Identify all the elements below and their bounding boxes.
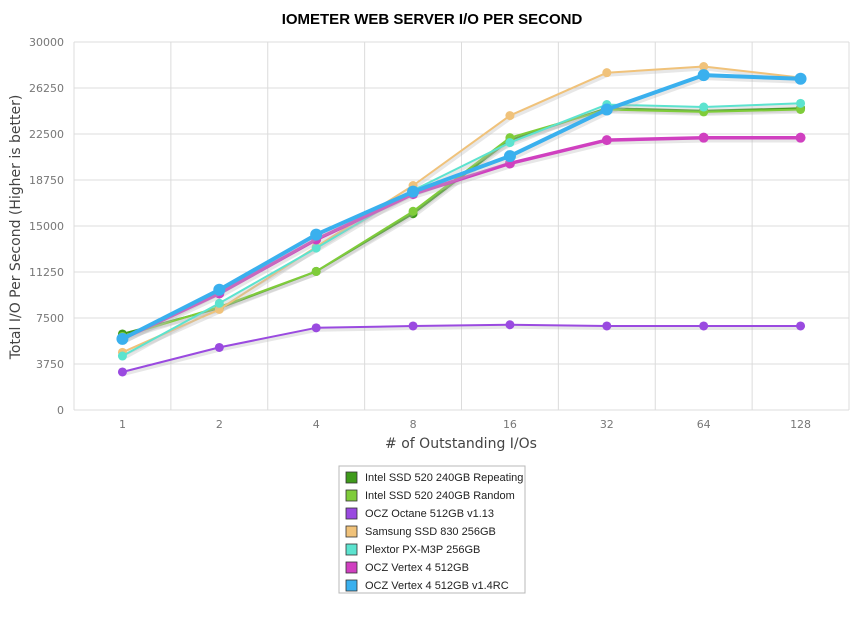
- data-point: [505, 111, 515, 121]
- data-point: [697, 69, 710, 82]
- x-tick-label: 16: [503, 418, 517, 431]
- x-tick-label: 8: [410, 418, 417, 431]
- legend-swatch: [345, 579, 358, 592]
- series-line: [122, 323, 801, 373]
- y-tick-label: 0: [57, 404, 64, 417]
- legend-swatch: [345, 561, 358, 574]
- data-point: [311, 243, 321, 253]
- chart-title: IOMETER WEB SERVER I/O PER SECOND: [282, 11, 583, 28]
- data-point: [794, 72, 807, 85]
- y-tick-label: 26250: [29, 82, 64, 95]
- data-point: [407, 185, 420, 198]
- data-point: [117, 367, 127, 377]
- x-tick-label: 128: [790, 418, 811, 431]
- legend-label: Intel SSD 520 240GB Repeating: [365, 472, 523, 484]
- data-point: [698, 132, 709, 143]
- x-tick-label: 4: [313, 418, 320, 431]
- series-6: [116, 69, 807, 345]
- data-point: [214, 298, 224, 308]
- legend-swatch: [345, 543, 358, 556]
- y-tick-label: 22500: [29, 128, 64, 141]
- data-point: [503, 150, 516, 163]
- y-tick-label: 11250: [29, 266, 64, 279]
- legend-label: Samsung SSD 830 256GB: [365, 526, 496, 538]
- series-line: [121, 65, 801, 354]
- legend-label: Plextor PX-M3P 256GB: [365, 544, 480, 556]
- series-group: [116, 62, 807, 377]
- legend-swatch: [345, 489, 358, 502]
- data-point: [214, 342, 224, 352]
- data-point: [796, 321, 806, 331]
- x-axis-title: # of Outstanding I/Os: [385, 436, 537, 452]
- data-point: [602, 321, 612, 331]
- legend-label: Intel SSD 520 240GB Random: [365, 490, 515, 502]
- data-point: [213, 283, 226, 296]
- data-point: [408, 321, 418, 331]
- series-line: [121, 102, 801, 357]
- data-point: [795, 132, 806, 143]
- legend-swatch: [345, 525, 358, 538]
- data-point: [699, 321, 709, 331]
- data-point: [796, 98, 806, 108]
- y-tick-label: 3750: [36, 358, 64, 371]
- series-line: [121, 73, 801, 341]
- x-tick-label: 1: [119, 418, 126, 431]
- x-tick-label: 32: [600, 418, 614, 431]
- series-2: [117, 320, 806, 377]
- legend-label: OCZ Vertex 4 512GB v1.4RC: [365, 580, 509, 592]
- series-line-shadow: [122, 109, 802, 341]
- legend-label: OCZ Octane 512GB v1.13: [365, 508, 494, 520]
- x-tick-label: 2: [216, 418, 223, 431]
- y-tick-label: 15000: [29, 220, 64, 233]
- legend-box: [338, 465, 526, 594]
- series-line-shadow: [122, 74, 802, 344]
- series-line-shadow: [122, 66, 802, 357]
- y-tick-label: 7500: [36, 312, 64, 325]
- y-tick-label: 30000: [29, 36, 64, 49]
- data-point: [505, 320, 515, 330]
- data-point: [116, 332, 129, 345]
- y-axis-title: Total I/O Per Second (Higher is better): [8, 95, 24, 361]
- legend-swatch: [345, 507, 358, 520]
- series-line-shadow: [122, 103, 802, 360]
- legend-label: OCZ Vertex 4 512GB: [365, 562, 469, 574]
- data-point: [602, 68, 612, 78]
- data-point: [408, 206, 418, 216]
- data-point: [601, 135, 612, 146]
- y-axis-ticks: 0 3750 7500 11250 15000 18750 22500 26250 30000: [29, 36, 64, 417]
- series-line: [121, 135, 801, 341]
- data-point: [310, 228, 323, 241]
- legend: Intel SSD 520 240GB Repeating Intel SSD 5…: [338, 465, 526, 594]
- x-tick-label: 64: [697, 418, 711, 431]
- series-line-shadow: [122, 136, 802, 344]
- data-point: [117, 351, 127, 361]
- data-point: [699, 102, 709, 112]
- data-point: [699, 62, 709, 72]
- data-point: [600, 103, 613, 116]
- legend-swatch: [345, 471, 358, 484]
- data-point: [311, 323, 321, 333]
- data-point: [311, 266, 321, 276]
- data-point: [505, 138, 515, 148]
- series-line-shadow: [122, 324, 802, 376]
- x-axis-ticks: 1 2 4 8 16 32 64 128: [119, 418, 811, 431]
- y-tick-label: 18750: [29, 174, 64, 187]
